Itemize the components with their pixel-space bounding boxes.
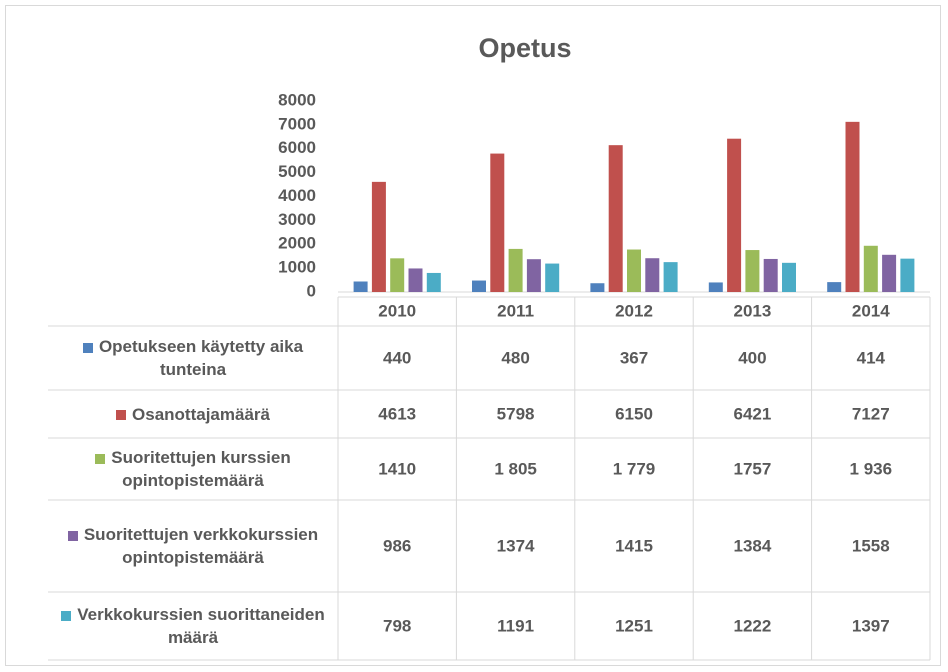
table-value: 1757 bbox=[733, 459, 771, 478]
bar bbox=[708, 282, 723, 292]
y-tick-label: 0 bbox=[307, 281, 316, 300]
bar bbox=[390, 258, 405, 292]
bar bbox=[900, 258, 915, 292]
bar bbox=[845, 121, 860, 293]
y-tick-label: 5000 bbox=[278, 162, 316, 181]
legend-entry: Osanottajamäärä bbox=[48, 390, 338, 438]
table-value: 1222 bbox=[733, 616, 771, 635]
legend-label: Suoritettujen verkkokurssien opintopiste… bbox=[83, 525, 319, 567]
bar bbox=[526, 259, 541, 292]
table-value: 1558 bbox=[852, 536, 890, 555]
bar bbox=[590, 283, 605, 292]
bar bbox=[882, 254, 897, 292]
legend-entry: Suoritettujen kurssien opintopistemäärä bbox=[48, 438, 338, 500]
legend-entry: Suoritettujen verkkokurssien opintopiste… bbox=[48, 500, 338, 592]
legend-label: Suoritettujen kurssien opintopistemäärä bbox=[111, 448, 291, 490]
bar bbox=[827, 282, 842, 292]
table-value: 1397 bbox=[852, 616, 890, 635]
legend-label-box: Suoritettujen verkkokurssien opintopiste… bbox=[48, 523, 338, 569]
legend-key bbox=[61, 610, 72, 621]
table-value: 4613 bbox=[378, 404, 416, 423]
legend-label: Opetukseen käytetty aika tunteina bbox=[98, 337, 304, 379]
y-tick-label: 6000 bbox=[278, 138, 316, 157]
table-value: 5798 bbox=[497, 404, 535, 423]
table-value: 1191 bbox=[497, 616, 534, 635]
table-value: 6421 bbox=[733, 404, 771, 423]
table-value: 1384 bbox=[733, 536, 771, 555]
table-value: 1251 bbox=[615, 616, 653, 635]
bar bbox=[508, 248, 523, 292]
table-value: 367 bbox=[620, 348, 648, 367]
bar bbox=[763, 258, 778, 292]
bar bbox=[426, 272, 441, 292]
legend-label-box: Osanottajamäärä bbox=[116, 403, 270, 426]
bar bbox=[371, 181, 386, 292]
y-tick-label: 4000 bbox=[278, 186, 316, 205]
table-value: 400 bbox=[738, 348, 766, 367]
x-tick-label: 2012 bbox=[615, 301, 653, 320]
legend-key bbox=[67, 530, 78, 541]
legend-key bbox=[116, 410, 127, 421]
table-value: 6150 bbox=[615, 404, 653, 423]
table-value: 798 bbox=[383, 616, 411, 635]
table-value: 1 779 bbox=[613, 459, 656, 478]
table-value: 440 bbox=[383, 348, 411, 367]
y-tick-label: 3000 bbox=[278, 210, 316, 229]
bar bbox=[490, 153, 505, 292]
chart-title: Opetus bbox=[478, 33, 571, 63]
bar bbox=[863, 245, 878, 292]
legend-entry: Verkkokurssien suorittaneiden määrä bbox=[48, 592, 338, 660]
table-value: 480 bbox=[501, 348, 529, 367]
legend-key bbox=[95, 453, 106, 464]
x-tick-label: 2013 bbox=[733, 301, 771, 320]
x-tick-label: 2011 bbox=[497, 301, 534, 320]
bar bbox=[745, 250, 760, 292]
legend-label: Osanottajamäärä bbox=[132, 404, 270, 424]
legend-label-box: Opetukseen käytetty aika tunteina bbox=[48, 335, 338, 381]
bar bbox=[627, 249, 641, 292]
bar bbox=[608, 145, 623, 292]
bar bbox=[727, 138, 742, 292]
y-tick-label: 7000 bbox=[278, 114, 316, 133]
bar bbox=[645, 258, 660, 292]
bar bbox=[782, 262, 796, 292]
table-value: 1 805 bbox=[494, 459, 537, 478]
bar bbox=[408, 268, 423, 292]
legend-label-box: Suoritettujen kurssien opintopistemäärä bbox=[48, 446, 338, 492]
x-tick-label: 2014 bbox=[852, 301, 890, 320]
table-value: 414 bbox=[857, 348, 886, 367]
table-value: 1374 bbox=[497, 536, 535, 555]
y-tick-label: 8000 bbox=[278, 90, 316, 109]
table-value: 1415 bbox=[615, 536, 653, 555]
table-value: 986 bbox=[383, 536, 411, 555]
bar bbox=[545, 263, 560, 292]
y-tick-label: 2000 bbox=[278, 234, 316, 253]
legend-label-box: Verkkokurssien suorittaneiden määrä bbox=[48, 603, 338, 649]
legend-entry: Opetukseen käytetty aika tunteina bbox=[48, 326, 338, 390]
table-value: 7127 bbox=[852, 404, 890, 423]
bar bbox=[472, 280, 486, 292]
x-tick-label: 2010 bbox=[378, 301, 416, 320]
y-tick-label: 1000 bbox=[278, 258, 316, 277]
chart-border bbox=[5, 5, 941, 666]
table-value: 1 936 bbox=[850, 459, 893, 478]
legend-label: Verkkokurssien suorittaneiden määrä bbox=[77, 605, 325, 647]
bar bbox=[353, 281, 368, 292]
legend-key bbox=[82, 342, 93, 353]
table-value: 1410 bbox=[378, 459, 416, 478]
bar bbox=[663, 262, 678, 292]
